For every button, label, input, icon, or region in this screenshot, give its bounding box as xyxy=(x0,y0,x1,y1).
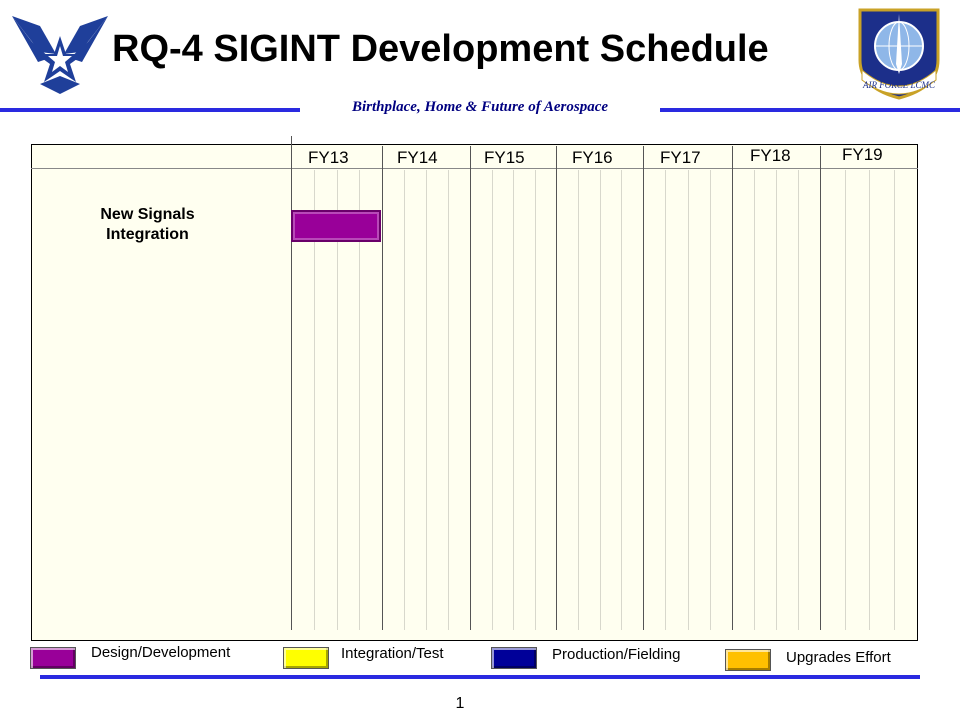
year-gridline xyxy=(291,136,292,630)
quarter-gridline xyxy=(513,170,514,630)
year-gridline xyxy=(382,146,383,630)
quarter-gridline xyxy=(535,170,536,630)
quarter-gridline xyxy=(359,170,360,630)
quarter-gridline xyxy=(314,170,315,630)
quarter-gridline xyxy=(448,170,449,630)
quarter-gridline xyxy=(578,170,579,630)
quarter-gridline xyxy=(776,170,777,630)
legend-swatch xyxy=(283,647,329,669)
header-rule-right xyxy=(660,108,960,112)
quarter-gridline xyxy=(710,170,711,630)
legend-label: Design/Development xyxy=(91,644,231,661)
page-number: 1 xyxy=(455,695,465,712)
task-label-new-signals-integration: New Signals Integration xyxy=(100,206,195,243)
legend-label: Production/Fielding xyxy=(552,646,681,663)
air-force-wings-logo xyxy=(10,6,110,94)
footer-rule xyxy=(40,675,920,679)
quarter-gridline xyxy=(894,170,895,630)
quarter-gridline xyxy=(600,170,601,630)
year-gridline xyxy=(556,146,557,630)
quarter-gridline xyxy=(337,170,338,630)
quarter-gridline xyxy=(621,170,622,630)
quarter-gridline xyxy=(688,170,689,630)
tagline: Birthplace, Home & Future of Aerospace xyxy=(351,99,609,115)
quarter-gridline xyxy=(492,170,493,630)
bar-design-development-fy13 xyxy=(291,210,381,242)
legend-swatch xyxy=(725,649,771,671)
quarter-gridline xyxy=(426,170,427,630)
air-force-lcmc-seal: AIR FORCE LCMC xyxy=(852,4,946,100)
schedule-header-divider xyxy=(31,168,918,169)
fiscal-year-label: FY13 xyxy=(308,148,349,167)
schedule-chart xyxy=(31,144,918,641)
year-gridline xyxy=(470,146,471,630)
header-rule-left xyxy=(0,108,300,112)
fiscal-year-label: FY16 xyxy=(572,148,613,167)
quarter-gridline xyxy=(869,170,870,630)
fiscal-year-label: FY14 xyxy=(397,148,438,167)
fiscal-year-label: FY17 xyxy=(660,148,701,167)
quarter-gridline xyxy=(845,170,846,630)
fiscal-year-label: FY19 xyxy=(842,145,883,164)
quarter-gridline xyxy=(665,170,666,630)
legend-swatch xyxy=(491,647,537,669)
legend-label: Upgrades Effort xyxy=(786,649,891,666)
quarter-gridline xyxy=(798,170,799,630)
quarter-gridline xyxy=(754,170,755,630)
year-gridline xyxy=(732,146,733,630)
fiscal-year-label: FY18 xyxy=(750,146,791,165)
fiscal-year-label: FY15 xyxy=(484,148,525,167)
legend-label: Integration/Test xyxy=(341,645,444,662)
legend-swatch xyxy=(30,647,76,669)
seal-text: AIR FORCE LCMC xyxy=(862,80,936,90)
year-gridline xyxy=(820,146,821,630)
quarter-gridline xyxy=(404,170,405,630)
page-title: RQ-4 SIGINT Development Schedule xyxy=(112,28,769,70)
year-gridline xyxy=(643,146,644,630)
